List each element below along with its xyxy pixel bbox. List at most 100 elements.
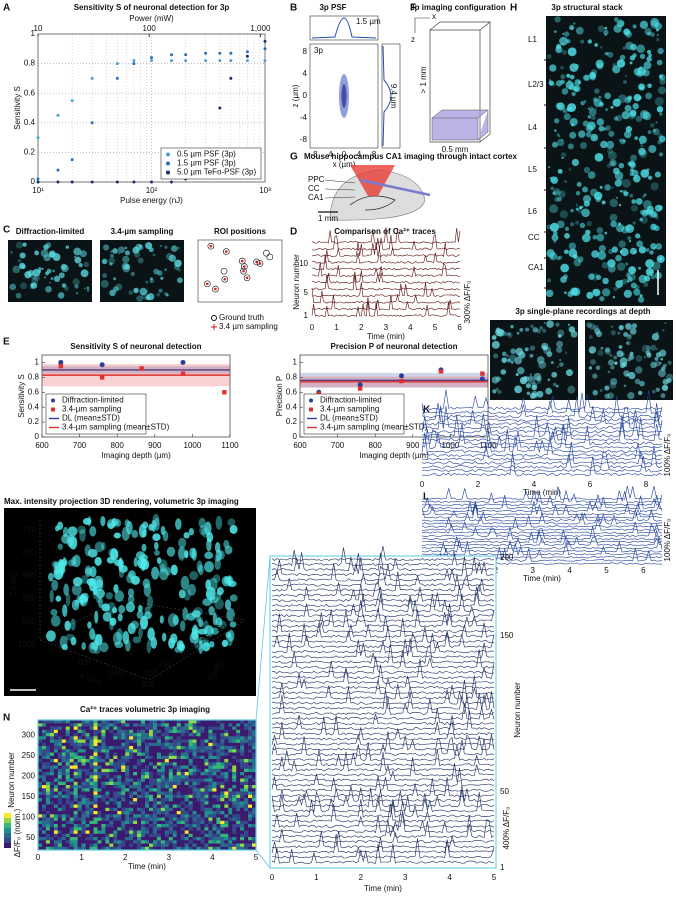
heat-cell <box>93 837 98 841</box>
tick-label: 950 <box>23 617 37 626</box>
cell <box>611 186 614 189</box>
heat-cell <box>228 739 233 744</box>
heat-cell <box>53 729 59 734</box>
heat-cell <box>61 798 67 802</box>
heat-cell <box>164 765 170 770</box>
heat-cell <box>176 781 181 786</box>
heat-cell <box>85 736 90 740</box>
cell <box>628 239 632 243</box>
heat-cell <box>141 736 146 740</box>
cell <box>639 209 645 215</box>
cell <box>543 321 546 325</box>
heat-cell <box>200 817 205 822</box>
heat-cell <box>208 807 213 812</box>
cell <box>655 331 659 335</box>
heat-cell <box>212 733 217 737</box>
heat-cell <box>101 729 106 734</box>
heat-cell <box>73 817 78 822</box>
heat-cell <box>228 827 233 831</box>
heat-cell <box>204 814 209 818</box>
heat-cell <box>69 746 74 750</box>
cell <box>550 360 554 365</box>
heat-cell <box>208 827 213 831</box>
tick-label: 6 <box>457 323 462 332</box>
heat-cell <box>93 824 98 828</box>
heat-cell <box>125 840 130 844</box>
cell <box>616 350 624 358</box>
cell <box>125 639 131 652</box>
point <box>245 54 249 58</box>
cell <box>218 550 225 560</box>
heat-cell <box>252 807 257 812</box>
heat-cell <box>240 768 245 773</box>
cell <box>227 518 236 527</box>
heat-cell <box>125 775 130 779</box>
heat-cell <box>184 729 189 734</box>
cell <box>75 291 79 295</box>
cell <box>560 74 566 80</box>
heat-cell <box>38 840 43 844</box>
heat-cell <box>65 840 70 844</box>
cell <box>570 222 575 227</box>
cell <box>597 250 607 260</box>
cell <box>624 262 629 266</box>
heat-cell <box>212 775 217 779</box>
heat-cell <box>137 788 142 792</box>
heat-cell <box>93 830 98 835</box>
heat-cell <box>208 814 213 818</box>
heat-cell <box>204 739 209 744</box>
heat-cell <box>160 765 166 770</box>
heat-cell <box>176 759 181 763</box>
heat-cell <box>49 827 55 831</box>
heat-cell <box>81 840 86 844</box>
heat-cell <box>204 820 209 825</box>
heat-cell <box>145 778 150 783</box>
cell <box>606 140 615 149</box>
heat-cell <box>93 729 98 734</box>
heat-cell <box>228 785 233 789</box>
heat-cell <box>61 723 67 727</box>
heat-cell <box>69 833 74 838</box>
tick-label: 0 <box>420 480 425 489</box>
heat-cell <box>69 778 74 783</box>
heat-cell <box>160 781 166 786</box>
heat-cell <box>252 720 257 724</box>
heat-cell <box>232 791 237 796</box>
cell <box>639 149 648 158</box>
cell <box>605 125 611 131</box>
heat-cell <box>129 804 134 809</box>
heat-cell <box>133 811 138 815</box>
cell <box>536 328 542 334</box>
heat-cell <box>133 733 138 737</box>
heat-cell <box>109 804 114 809</box>
heat-cell <box>49 837 55 841</box>
heat-cell <box>53 752 59 757</box>
heat-cell <box>149 798 154 802</box>
cell <box>124 250 130 256</box>
heat-cell <box>212 791 217 796</box>
heat-cell <box>204 729 209 734</box>
tick-label: 300 <box>144 669 158 678</box>
layer-label: L5 <box>528 165 537 174</box>
x-tick-label: 1000 <box>184 441 202 450</box>
roi-hit <box>243 265 246 268</box>
cell <box>628 266 637 275</box>
cell <box>549 252 558 261</box>
heat-cell <box>244 755 249 760</box>
legend-box <box>303 393 405 435</box>
heat-cell <box>220 820 225 825</box>
heat-cell <box>204 791 209 796</box>
heat-cell <box>180 762 185 766</box>
heat-cell <box>168 804 174 809</box>
cell <box>562 49 567 55</box>
trace <box>421 390 663 415</box>
cell <box>587 115 592 119</box>
point <box>218 106 222 110</box>
cell <box>635 115 642 123</box>
heat-cell <box>192 781 197 786</box>
heat-cell <box>208 733 213 737</box>
heat-cell <box>240 742 245 747</box>
heat-cell <box>164 755 170 760</box>
tick-label: 1 <box>314 873 319 882</box>
heat-cell <box>65 768 70 773</box>
